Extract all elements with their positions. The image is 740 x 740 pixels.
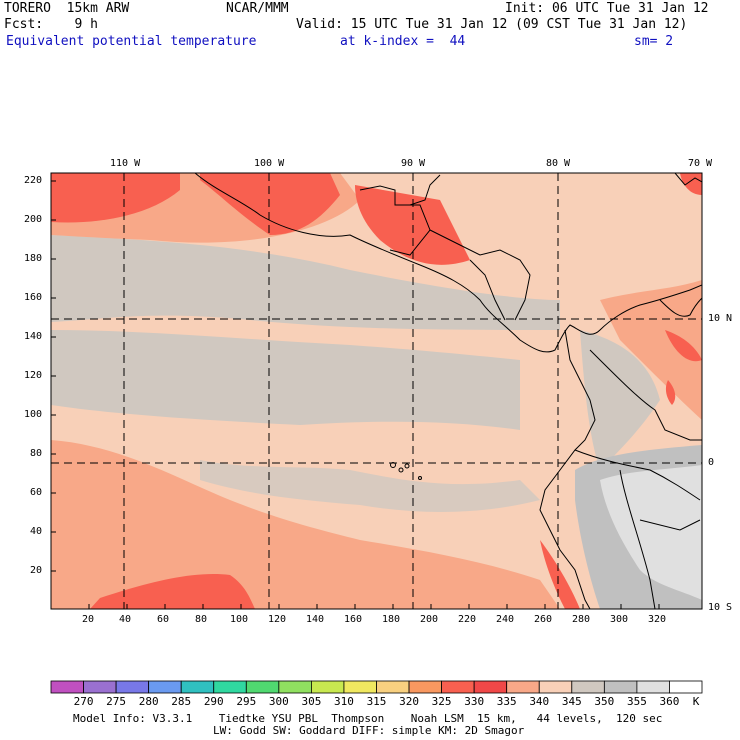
colorbar-label: 325 [431, 695, 452, 708]
colorbar-label: 315 [366, 695, 387, 708]
colorbar-label: 300 [268, 695, 289, 708]
model-info-line1: Model Info: V3.3.1 Tiedtke YSU PBL Thomp… [73, 712, 663, 725]
model-info-line2: LW: Godd SW: Goddard DIFF: simple KM: 2D… [213, 724, 525, 737]
x-tick-label: 320 [648, 614, 667, 625]
colorbar [50, 680, 703, 694]
colorbar-swatch [50, 680, 84, 694]
init-time: Init: 06 UTC Tue 31 Jan 12 [505, 1, 709, 16]
colorbar-label: 340 [529, 695, 550, 708]
colorbar-label: 355 [626, 695, 647, 708]
colorbar-unit: K [692, 695, 700, 708]
x-tick-label: 240 [496, 614, 515, 625]
theta-e-field [51, 173, 702, 609]
colorbar-label: 360 [659, 695, 680, 708]
colorbar-swatch [636, 680, 670, 694]
lat-label-0: 0 [708, 457, 715, 468]
lat-label-10s: 10 S [708, 602, 733, 613]
x-tick-label: 120 [268, 614, 287, 625]
x-tick-label: 180 [382, 614, 401, 625]
organization: NCAR/MMM [226, 1, 289, 16]
level-info: at k-index = 44 [340, 34, 466, 49]
x-tick-label: 20 [82, 614, 95, 625]
x-tick-label: 160 [344, 614, 363, 625]
x-tick-label: 140 [306, 614, 325, 625]
colorbar-swatch [83, 680, 117, 694]
colorbar-label: 280 [138, 695, 159, 708]
coastlines [194, 173, 702, 609]
forecast-hour: Fcst: 9 h [4, 17, 98, 32]
y-tick-label: 140 [24, 331, 43, 342]
colorbar-label: 305 [301, 695, 322, 708]
y-tick-label: 180 [24, 253, 43, 264]
colorbar-swatch [148, 680, 182, 694]
colorbar-swatch [180, 680, 215, 694]
colorbar-swatch [115, 680, 150, 694]
colorbar-swatch [213, 680, 247, 694]
smoothing-info: sm= 2 [634, 34, 674, 49]
colorbar-swatch [603, 680, 638, 694]
x-tick-label: 80 [195, 614, 208, 625]
colorbar-label: 290 [203, 695, 224, 708]
colorbar-swatch [669, 680, 703, 694]
lon-label-110w: 110 W [110, 158, 141, 169]
y-tick-label: 200 [24, 214, 43, 225]
x-tick-label: 300 [610, 614, 629, 625]
colorbar-swatch [310, 680, 345, 694]
y-tick-label: 100 [24, 409, 43, 420]
colorbar-label: 310 [334, 695, 354, 708]
colorbar-label: 270 [73, 695, 94, 708]
x-tick-label: 40 [119, 614, 132, 625]
y-tick-label: 160 [24, 292, 43, 303]
x-tick-label: 60 [157, 614, 170, 625]
x-tick-label: 200 [420, 614, 439, 625]
colorbar-label: 330 [464, 695, 485, 708]
x-tick-label: 280 [572, 614, 591, 625]
axis-ticks [51, 180, 660, 609]
y-tick-label: 20 [30, 565, 43, 576]
y-tick-label: 60 [30, 487, 43, 498]
x-tick-label: 260 [534, 614, 553, 625]
colorbar-swatch [245, 680, 280, 694]
colorbar-label: 345 [561, 695, 582, 708]
y-tick-label: 40 [30, 526, 43, 537]
colorbar-swatch [473, 680, 508, 694]
y-tick-label: 120 [24, 370, 43, 381]
colorbar-swatch [506, 680, 540, 694]
colorbar-swatch [571, 680, 605, 694]
valid-time: Valid: 15 UTC Tue 31 Jan 12 (09 CST Tue … [296, 17, 688, 32]
colorbar-swatch [538, 680, 573, 694]
lon-label-90w: 90 W [401, 158, 426, 169]
lat-label-10n: 10 N [708, 313, 733, 324]
y-tick-label: 80 [30, 448, 43, 459]
colorbar-label: 295 [236, 695, 257, 708]
lon-label-100w: 100 W [254, 158, 285, 169]
colorbar-label: 275 [106, 695, 127, 708]
plot-frame [50, 172, 703, 610]
colorbar-swatch [376, 680, 410, 694]
colorbar-label: 335 [496, 695, 517, 708]
colorbar-swatch [278, 680, 312, 694]
x-tick-label: 220 [458, 614, 477, 625]
model-title: TORERO 15km ARW [4, 1, 130, 16]
y-tick-label: 220 [24, 175, 43, 186]
colorbar-label: 320 [399, 695, 419, 708]
lon-label-70w: 70 W [688, 158, 713, 169]
colorbar-swatch [441, 680, 475, 694]
lon-label-80w: 80 W [546, 158, 571, 169]
colorbar-label: 350 [594, 695, 615, 708]
colorbar-label: 285 [171, 695, 192, 708]
colorbar-swatch [343, 680, 377, 694]
field-name: Equivalent potential temperature [6, 34, 257, 49]
colorbar-swatch [408, 680, 442, 694]
x-tick-label: 100 [230, 614, 249, 625]
lat-lon-grid [51, 173, 702, 609]
